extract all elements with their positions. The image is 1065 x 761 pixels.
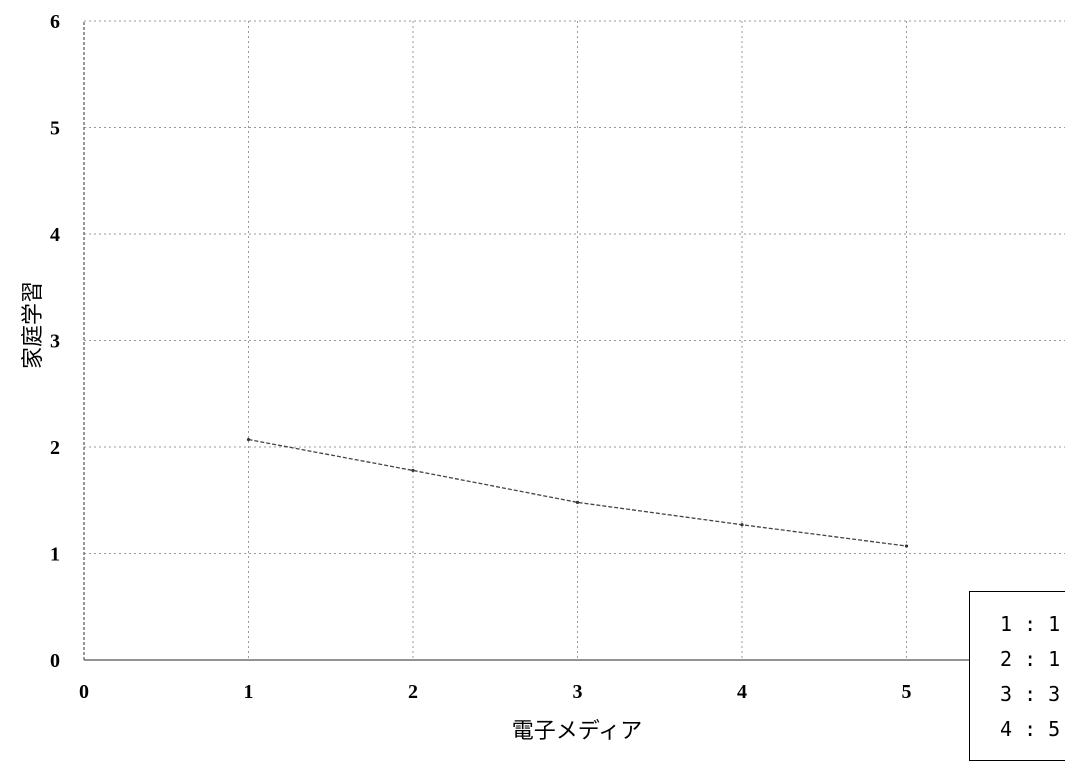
y-tick-label: 1: [50, 544, 60, 566]
series-group: [246, 437, 909, 548]
y-tick-labels: 0 1 2 3 4 5 6: [50, 11, 60, 672]
x-tick-label: 2: [408, 681, 418, 703]
x-tick-labels: 0 1 2 3 4 5: [79, 681, 912, 703]
y-tick-label: 0: [50, 650, 60, 672]
legend-entry-2: 2 : 1: [1000, 647, 1061, 671]
data-point: [740, 523, 744, 527]
y-axis-label: 家庭学習: [21, 281, 46, 369]
grid: [84, 20, 1065, 660]
y-tick-label: 3: [50, 331, 60, 353]
x-tick-label: 1: [244, 681, 254, 703]
y-tick-label: 5: [50, 118, 60, 140]
legend-entry-1: 1 : 1: [1000, 612, 1061, 636]
data-point: [411, 468, 415, 473]
legend: 1 : 1 2 : 1 3 : 3 4 : 5: [969, 591, 1065, 761]
data-point: [246, 437, 251, 442]
x-axis-label: 電子メディア: [512, 719, 642, 744]
y-tick-label: 4: [50, 224, 60, 246]
y-tick-label: 6: [50, 11, 60, 33]
data-point: [575, 500, 580, 504]
x-tick-label: 3: [573, 681, 583, 703]
x-tick-label: 0: [79, 681, 89, 703]
x-tick-label: 5: [902, 681, 912, 703]
series-line: [248, 438, 907, 547]
legend-entry-3: 3 : 3: [1000, 682, 1061, 706]
y-tick-label: 2: [50, 437, 60, 459]
legend-entry-4: 4 : 5: [1000, 717, 1061, 741]
data-point: [904, 544, 909, 548]
x-tick-label: 4: [737, 681, 747, 703]
axes: [83, 21, 1065, 661]
